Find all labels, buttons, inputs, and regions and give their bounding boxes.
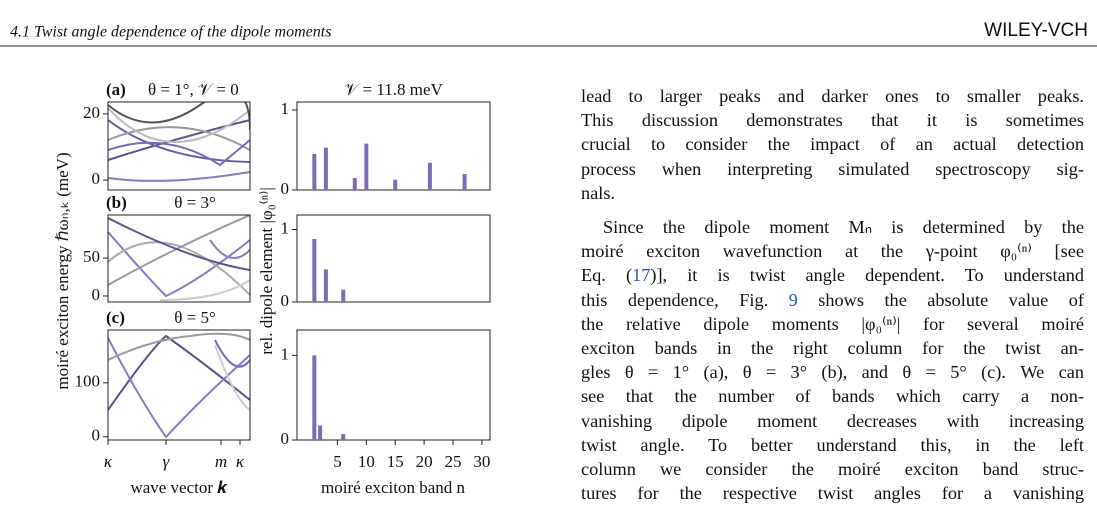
y-tick-label: 1 [281, 218, 290, 237]
x-tick-label: 10 [358, 452, 375, 471]
text-segment: Eq. ( [581, 265, 633, 286]
y-tick-label: 0 [281, 179, 290, 198]
y-tick-label: 0 [92, 426, 101, 445]
bar [312, 154, 317, 190]
bar [341, 289, 346, 302]
panel-title: θ = 1°, 𝒱 = 0 [148, 80, 239, 99]
panel-label: (c) [106, 308, 125, 327]
y-tick-label: 1 [281, 99, 290, 118]
x-tick-label: κ [104, 452, 113, 471]
text-line: lead to larger peaks and darker ones to … [581, 86, 1084, 106]
x-tick-label: 15 [387, 452, 404, 471]
y-tick-label: 20 [83, 103, 100, 122]
reference-link[interactable]: 17 [632, 265, 651, 286]
x-tick-label: 30 [473, 452, 490, 471]
text-line: This discussion demonstrates that it is … [581, 110, 1084, 131]
bar [323, 147, 328, 190]
x-tick-label: 20 [416, 452, 433, 471]
text-line: Eq. (17)], it is twist angle dependent. … [581, 263, 1084, 287]
bar [341, 434, 346, 440]
text-line: this dependence, Fig. 9 shows the absolu… [581, 288, 1084, 312]
bar [427, 162, 432, 190]
x-axis-label: wave vector 𝒌 [130, 478, 228, 497]
x-axis-label: moiré exciton band n [321, 478, 465, 497]
text-line: nals. [581, 182, 616, 203]
text-line: see that the number of bands which carry… [581, 386, 1084, 407]
axes-frame [107, 101, 251, 191]
bar [352, 178, 357, 190]
x-tick-label: γ [163, 452, 171, 471]
text-line: moiré exciton wavefunction at the γ-poin… [581, 241, 1084, 262]
text-line: tures for the respective twist angles fo… [581, 483, 1084, 504]
bar [318, 425, 323, 440]
text-line: the relative dipole moments |φ₀⁽ⁿ⁾| for … [581, 313, 1084, 334]
axes-frame [296, 214, 491, 303]
text-line: column we consider the moiré exciton ban… [581, 459, 1084, 480]
text-line: gles θ = 1° (a), θ = 3° (b), and θ = 5° … [581, 362, 1084, 383]
publisher: WILEY-VCH [984, 20, 1088, 41]
bar [312, 238, 317, 302]
bar [364, 143, 369, 190]
text-line: exciton bands in the right column for th… [581, 338, 1084, 359]
bar [393, 179, 398, 190]
section-title: 4.1 Twist angle dependence of the dipole… [10, 24, 331, 41]
y-tick-label: 0 [281, 429, 290, 448]
band-curves [108, 102, 250, 439]
y-axis-label: rel. dipole element |φ₀⁽ⁿ⁾| [257, 187, 276, 354]
bar [312, 355, 317, 440]
x-tick-label: 5 [333, 452, 342, 471]
panel-title: θ = 5° [174, 308, 216, 327]
y-tick-label: 0 [92, 285, 101, 304]
text-segment: )], it is twist angle dependent. To unde… [650, 265, 1084, 286]
text-line: process when interpreting simulated spec… [581, 158, 1084, 179]
axes-frame [107, 329, 251, 441]
bar [462, 174, 467, 190]
reference-link[interactable]: 9 [788, 289, 798, 310]
y-tick-label: 1 [281, 344, 290, 363]
text-line: vanishing dipole moment decreases with i… [581, 410, 1084, 431]
y-tick-label: 0 [281, 291, 290, 310]
paragraph: lead to larger peaks and darker ones to … [581, 84, 1084, 205]
panel-label: (b) [106, 193, 127, 212]
y-tick-label: 100 [75, 372, 101, 391]
text-line: crucial to consider the impact of an act… [581, 134, 1084, 155]
bar [323, 269, 328, 302]
panel-title: θ = 3° [174, 193, 216, 212]
panel-title: 𝒱 = 11.8 meV [344, 80, 443, 99]
text-line: Since the dipole moment Mₙ is determined… [603, 217, 1084, 238]
x-tick-label: 25 [445, 452, 462, 471]
text-segment: shows the absolute value of [797, 289, 1084, 310]
y-axis-label: moiré exciton energy ℏωₙ,ₖ (meV) [53, 152, 72, 389]
panel-label: (a) [106, 80, 126, 99]
y-tick-label: 50 [83, 247, 100, 266]
text-segment: this dependence, Fig. [581, 289, 789, 310]
y-tick-label: 0 [92, 169, 101, 188]
axes-frame [296, 329, 491, 441]
text-line: twist angle. To better understand this, … [581, 434, 1084, 455]
x-tick-label: m [215, 452, 227, 471]
x-tick-label: κ [236, 452, 245, 471]
paragraph: Since the dipole moment Mₙ is determined… [581, 215, 1084, 505]
body-text: lead to larger peaks and darker ones to … [581, 84, 1084, 515]
